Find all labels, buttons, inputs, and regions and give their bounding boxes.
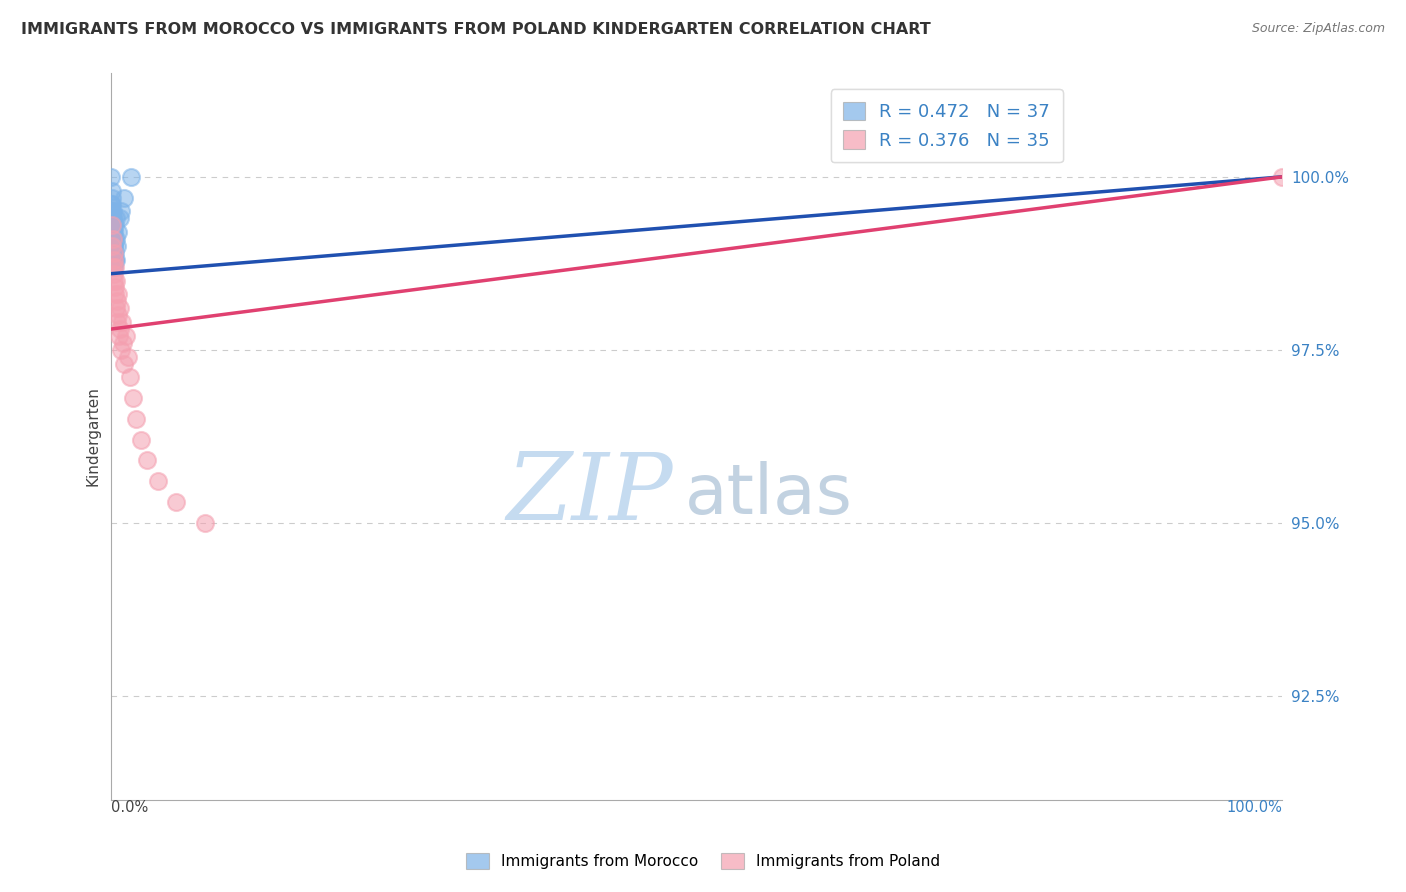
Point xyxy=(108,211,131,226)
Point xyxy=(103,260,125,274)
Point xyxy=(122,391,145,405)
Point xyxy=(101,211,124,226)
Point xyxy=(103,252,125,267)
Text: atlas: atlas xyxy=(685,461,853,528)
Point xyxy=(103,239,125,253)
Point xyxy=(108,301,131,316)
Point xyxy=(107,225,129,239)
Point xyxy=(101,218,124,232)
Point xyxy=(165,495,187,509)
Point xyxy=(103,252,125,267)
Point xyxy=(111,315,134,329)
Point xyxy=(1271,169,1294,184)
Point xyxy=(104,301,127,316)
Point xyxy=(105,294,128,309)
Point xyxy=(103,218,125,232)
Point xyxy=(103,239,125,253)
Point xyxy=(101,232,124,246)
Point xyxy=(110,204,132,219)
Point xyxy=(110,343,132,357)
Point xyxy=(101,197,124,211)
Text: Source: ZipAtlas.com: Source: ZipAtlas.com xyxy=(1251,22,1385,36)
Point xyxy=(107,308,129,322)
Point xyxy=(115,329,138,343)
Point xyxy=(103,287,125,301)
Point xyxy=(105,274,128,288)
Point xyxy=(120,370,142,384)
Point xyxy=(101,225,124,239)
Point xyxy=(100,204,122,219)
Point xyxy=(103,246,125,260)
Point xyxy=(104,246,127,260)
Point xyxy=(100,218,122,232)
Point xyxy=(103,274,125,288)
Point xyxy=(101,225,124,239)
Point xyxy=(103,225,125,239)
Point xyxy=(125,412,148,426)
Point xyxy=(101,239,124,253)
Text: ZIP: ZIP xyxy=(508,450,673,540)
Point xyxy=(120,169,142,184)
Point xyxy=(100,169,122,184)
Point xyxy=(105,315,128,329)
Point xyxy=(104,218,127,232)
Text: 0.0%: 0.0% xyxy=(111,799,149,814)
Point xyxy=(103,246,125,260)
Point xyxy=(105,239,128,253)
Point xyxy=(101,239,124,253)
Point xyxy=(194,516,217,530)
Legend: R = 0.472   N = 37, R = 0.376   N = 35: R = 0.472 N = 37, R = 0.376 N = 35 xyxy=(831,89,1063,162)
Point xyxy=(104,211,127,226)
Point xyxy=(101,260,124,274)
Point xyxy=(104,260,127,274)
Point xyxy=(104,280,127,294)
Point xyxy=(101,218,124,232)
Point xyxy=(105,252,128,267)
Point xyxy=(103,232,125,246)
Point xyxy=(103,252,125,267)
Point xyxy=(103,267,125,281)
Text: IMMIGRANTS FROM MOROCCO VS IMMIGRANTS FROM POLAND KINDERGARTEN CORRELATION CHART: IMMIGRANTS FROM MOROCCO VS IMMIGRANTS FR… xyxy=(21,22,931,37)
Point xyxy=(103,246,125,260)
Point xyxy=(129,433,152,447)
Text: 100.0%: 100.0% xyxy=(1226,799,1282,814)
Point xyxy=(104,232,127,246)
Point xyxy=(101,190,124,204)
Point xyxy=(101,204,124,219)
Point xyxy=(101,232,124,246)
Point xyxy=(112,357,135,371)
Point xyxy=(135,453,157,467)
Y-axis label: Kindergarten: Kindergarten xyxy=(86,386,100,486)
Point xyxy=(100,197,122,211)
Point xyxy=(108,322,131,336)
Point xyxy=(148,475,170,489)
Point xyxy=(101,211,124,226)
Point xyxy=(101,232,124,246)
Point xyxy=(108,329,131,343)
Point xyxy=(112,335,135,350)
Point xyxy=(112,190,135,204)
Point xyxy=(100,184,122,198)
Legend: Immigrants from Morocco, Immigrants from Poland: Immigrants from Morocco, Immigrants from… xyxy=(460,847,946,875)
Point xyxy=(117,350,139,364)
Point xyxy=(107,287,129,301)
